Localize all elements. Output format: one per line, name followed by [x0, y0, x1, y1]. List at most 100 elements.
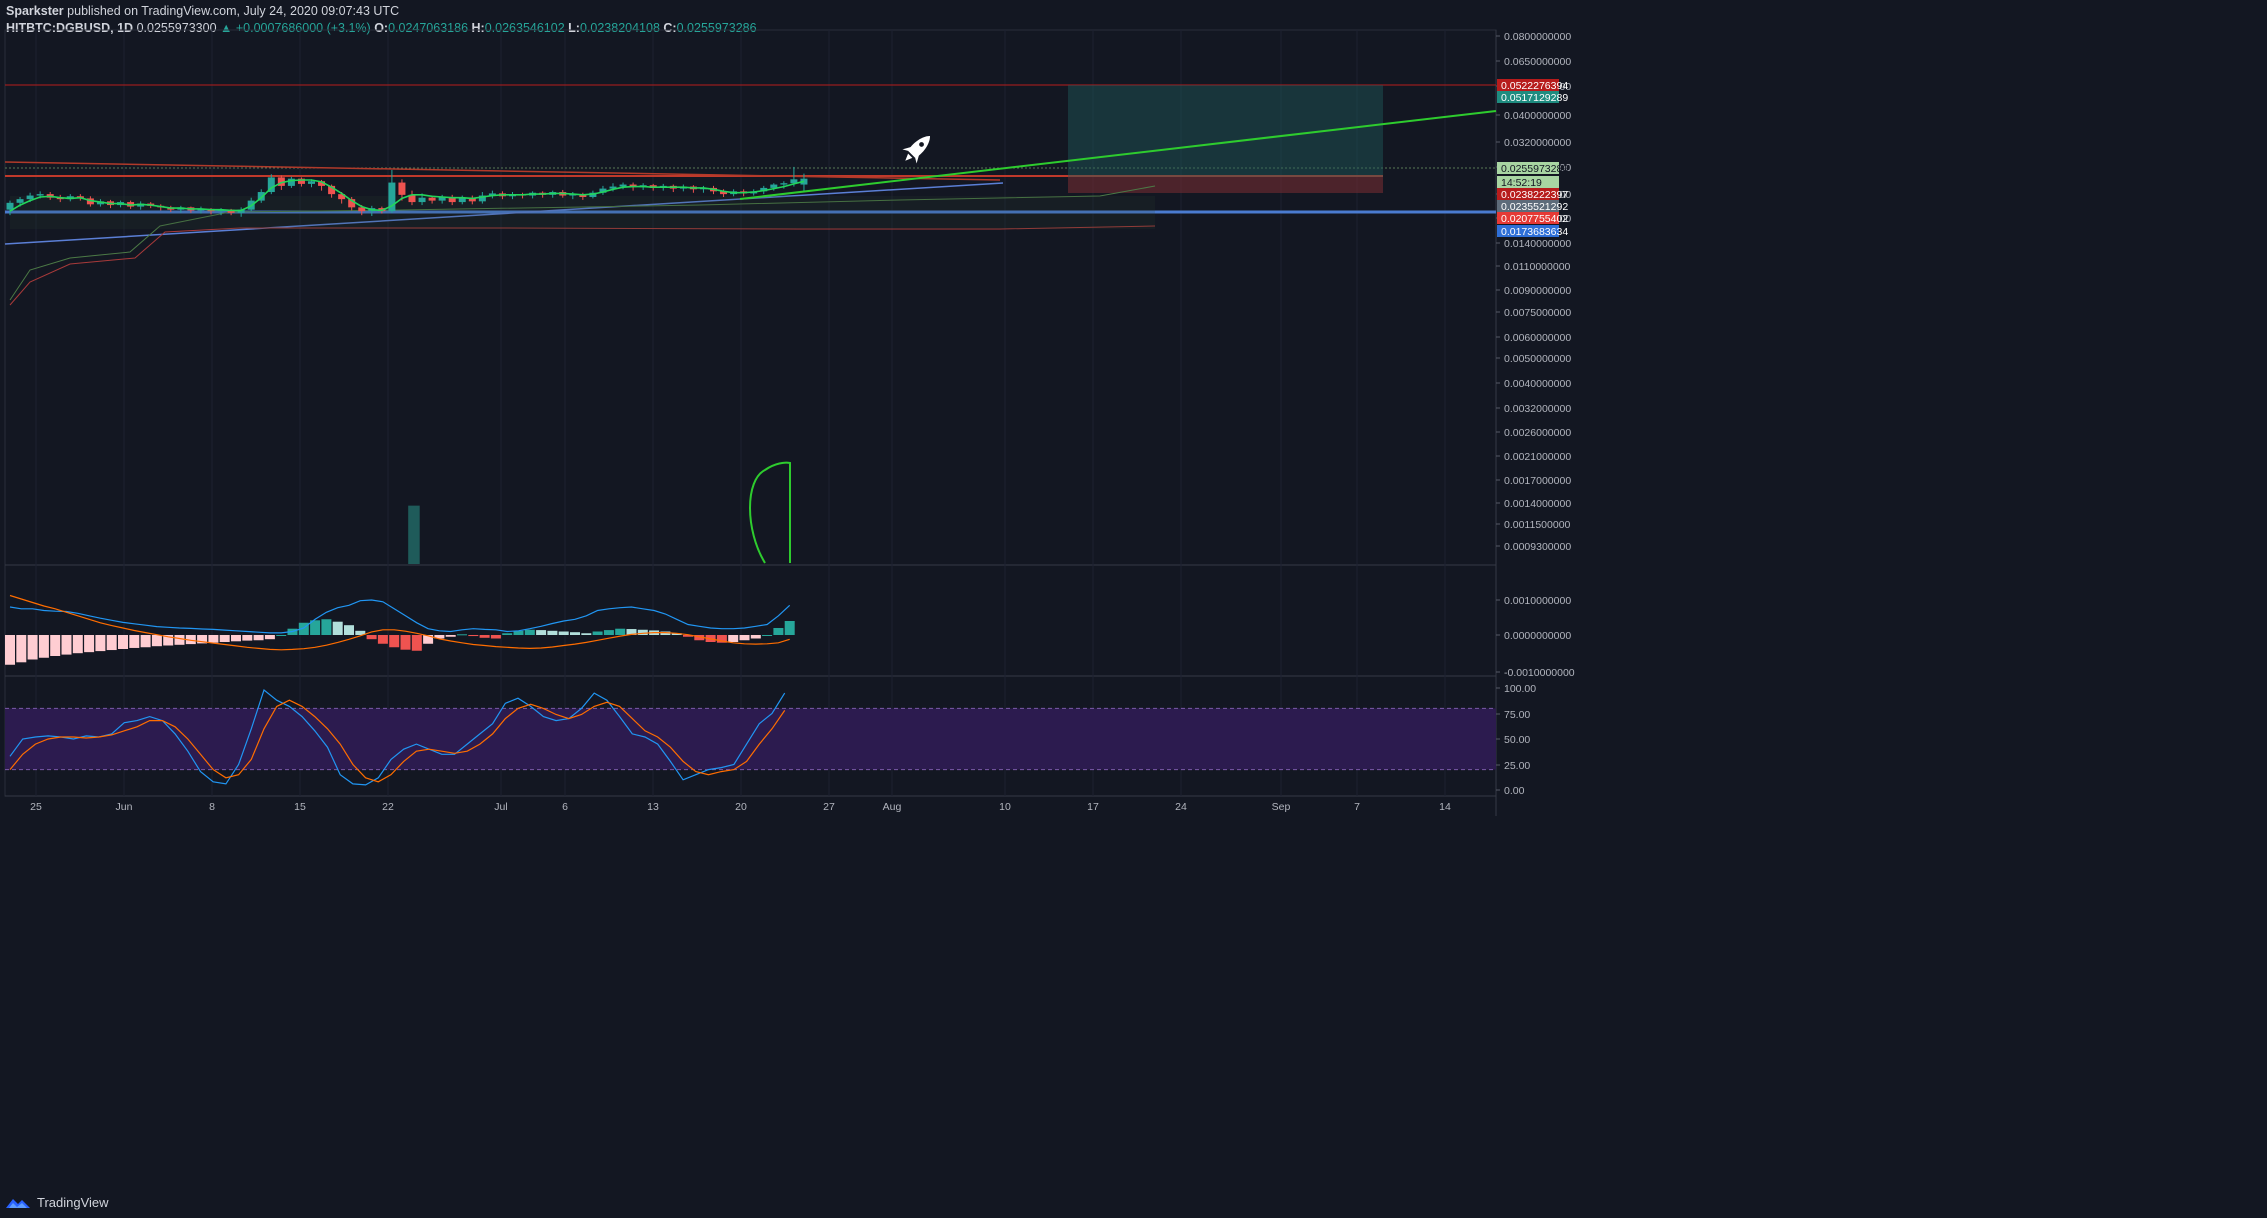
rocket-flame — [905, 153, 913, 161]
y-tick-label: 0.0000000000 — [1504, 630, 1571, 642]
tradingview-logo-icon[interactable] — [5, 1196, 31, 1210]
macd-histogram-bar — [276, 635, 287, 636]
high-label: H: — [471, 21, 485, 35]
candle-body — [619, 184, 627, 187]
macd-histogram-bar — [231, 635, 241, 642]
price-label-text: 0.0235521292 — [1501, 201, 1568, 213]
tradingview-brand[interactable]: TradingView — [37, 1195, 109, 1210]
candle-body — [358, 207, 366, 212]
y-tick-label: 0.0090000000 — [1504, 285, 1571, 297]
candle-body — [338, 194, 346, 200]
x-tick-label: 13 — [647, 801, 659, 813]
price-label-text: 0.0238222397 — [1501, 189, 1568, 201]
candle-body — [16, 199, 24, 203]
x-tick-label: Sep — [1272, 801, 1291, 813]
price-label-text: 0.0517129289 — [1501, 92, 1568, 104]
macd-histogram-bar — [457, 634, 467, 636]
price-label-text: 0.0255973286 — [1501, 163, 1568, 175]
ascending-support-line — [4, 182, 1004, 245]
stoch-rsi-d-line — [9, 699, 786, 783]
candle-body — [599, 188, 607, 193]
y-tick-label: -0.0010000000 — [1504, 667, 1575, 679]
x-tick-label: 8 — [209, 801, 215, 813]
open-value: 0.0247063186 — [388, 21, 469, 35]
macd-signal-line — [9, 594, 790, 651]
candle-body — [26, 195, 34, 200]
macd-histogram-bar — [694, 635, 705, 641]
macd-histogram-bar — [129, 635, 140, 648]
macd-histogram-bar — [61, 635, 72, 655]
y-tick-label: 0.0650000000 — [1504, 56, 1571, 68]
macd-histogram-bar — [95, 635, 106, 652]
macd-histogram-bar — [423, 635, 434, 644]
candle-body — [720, 191, 728, 195]
chart-header: Sparkster published on TradingView.com, … — [6, 3, 757, 37]
lower-band — [9, 225, 1156, 306]
macd-histogram-bar — [784, 621, 795, 635]
macd-histogram-bar — [479, 635, 490, 638]
y-tick-label: 0.00 — [1504, 785, 1525, 797]
author-name[interactable]: Sparkster — [6, 4, 64, 18]
close-label: C: — [663, 21, 677, 35]
y-tick-label: 50.00 — [1504, 734, 1530, 746]
candle-body — [428, 197, 436, 201]
candle-body — [760, 187, 768, 192]
candle-body — [328, 185, 336, 195]
y-tick-label: 25.00 — [1504, 760, 1530, 772]
macd-histogram-bar — [321, 619, 332, 635]
x-tick-label: 10 — [999, 801, 1011, 813]
candle-body — [418, 197, 426, 203]
price-label-badge — [1497, 176, 1559, 188]
candle-body — [267, 177, 275, 193]
candle-body — [458, 197, 466, 203]
y-tick-label: 100.00 — [1504, 683, 1536, 695]
price-label-badge — [1497, 225, 1559, 237]
volume-highlight-drawing — [749, 461, 791, 564]
macd-histogram-bar — [637, 629, 648, 635]
y-tick-label: 0.0026000000 — [1504, 427, 1571, 439]
footer: TradingView — [5, 1195, 109, 1210]
y-tick-label: 0.0014000000 — [1504, 498, 1571, 510]
stoch-rsi-k-line — [9, 688, 786, 786]
moving-average-line — [9, 179, 805, 212]
macd-histogram-bar — [174, 635, 185, 645]
macd-line — [9, 599, 791, 634]
candle-body — [348, 199, 356, 208]
macd-histogram-bar — [389, 635, 400, 648]
candle-body — [438, 196, 446, 201]
macd-histogram-bar — [5, 635, 15, 665]
macd-histogram-bar — [140, 635, 151, 648]
y-tick-label: 0.0010000000 — [1504, 595, 1571, 607]
price-label-badge — [1497, 91, 1559, 103]
macd-histogram-bar — [84, 635, 95, 653]
macd-histogram-bar — [750, 635, 761, 639]
macd-histogram-bar — [683, 635, 693, 637]
candle-body — [308, 181, 315, 184]
stop-zone — [1068, 177, 1383, 193]
macd-histogram-bar — [558, 631, 569, 635]
x-tick-label: 14 — [1439, 801, 1451, 813]
candle-body — [488, 193, 496, 196]
candle-body — [780, 183, 788, 185]
macd-histogram-bar — [570, 632, 580, 635]
macd-histogram-bar — [344, 625, 354, 635]
macd-histogram-bar — [716, 635, 727, 643]
descending-resistance-line — [4, 161, 1001, 181]
macd-histogram-bar — [106, 635, 117, 651]
macd-histogram-bar — [660, 631, 671, 635]
low-value: 0.0238204108 — [579, 21, 660, 35]
high-value: 0.0263546102 — [484, 21, 565, 35]
candle-body — [770, 184, 778, 188]
macd-histogram-bar — [72, 635, 83, 654]
macd-histogram-bar — [151, 635, 162, 647]
y-tick-label: 0.0040000000 — [1504, 378, 1571, 390]
price-label-badge — [1497, 79, 1559, 91]
published-text: published on TradingView.com, July 24, 2… — [67, 4, 400, 18]
macd-histogram-bar — [355, 630, 366, 635]
candle-body — [36, 194, 44, 196]
x-tick-label: 24 — [1175, 801, 1187, 813]
y-tick-label: 0.0110000000 — [1504, 261, 1571, 273]
candle-body — [257, 192, 265, 201]
symbol-label[interactable]: HITBTC:DGBUSD, 1D — [6, 21, 134, 35]
